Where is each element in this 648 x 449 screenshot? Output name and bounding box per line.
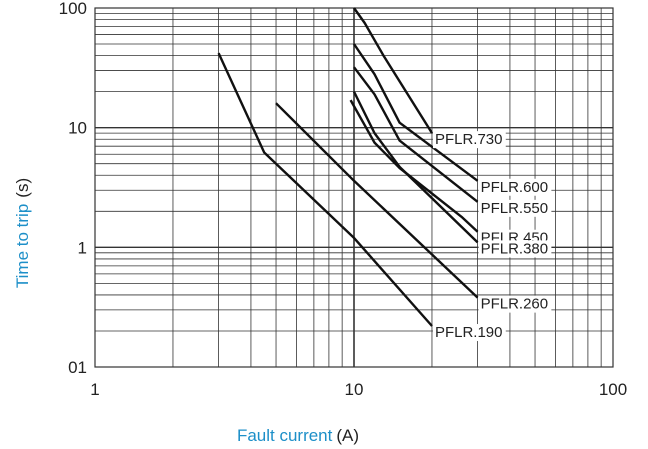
horizontal-gridlines xyxy=(95,13,613,332)
curve-label-background xyxy=(432,324,506,342)
x-tick-label: 10 xyxy=(345,380,364,399)
curve-label-background xyxy=(478,240,552,258)
curve-pflr-600 xyxy=(353,43,479,182)
curve-label-background xyxy=(432,131,506,149)
curve-label-background xyxy=(478,199,552,217)
curve-labels: PFLR.730PFLR.600PFLR.550PFLR.450PFLR.380… xyxy=(432,131,552,342)
y-tick-label: 1 xyxy=(78,238,87,257)
curve-pflr-190 xyxy=(217,52,433,327)
curve-label-pflr-730: PFLR.730 xyxy=(435,131,503,148)
x-tick-label: 100 xyxy=(599,380,627,399)
curve-pflr-380 xyxy=(352,91,479,244)
curve-pflr-730 xyxy=(353,7,434,134)
y-axis-title: Time to trip (s) xyxy=(13,178,32,288)
curve-pflr-260 xyxy=(275,102,479,299)
x-axis-title: Fault current (A) xyxy=(237,426,359,445)
curve-label-pflr-190: PFLR.190 xyxy=(435,324,503,341)
y-axis-unit: (s) xyxy=(13,178,32,198)
trip-curves xyxy=(217,7,479,327)
curve-label-background xyxy=(478,178,552,196)
y-tick-label: 01 xyxy=(68,358,87,377)
curve-label-pflr-550: PFLR.550 xyxy=(481,200,549,217)
y-tick-labels: 01 1 10 100 xyxy=(59,0,87,377)
x-axis-label: Fault current xyxy=(237,426,333,445)
curve-pflr-550 xyxy=(353,66,479,203)
y-tick-label: 100 xyxy=(59,0,87,18)
curve-label-background xyxy=(478,295,552,313)
x-tick-label: 1 xyxy=(90,380,99,399)
curve-label-pflr-600: PFLR.600 xyxy=(481,179,549,196)
y-axis-label: Time to trip xyxy=(13,204,32,288)
y-tick-label: 10 xyxy=(68,119,87,138)
x-tick-labels: 1 10 100 xyxy=(90,380,627,399)
x-axis-unit: (A) xyxy=(336,426,359,445)
curve-label-pflr-260: PFLR.260 xyxy=(481,296,549,313)
curve-label-pflr-380: PFLR.380 xyxy=(481,240,549,257)
